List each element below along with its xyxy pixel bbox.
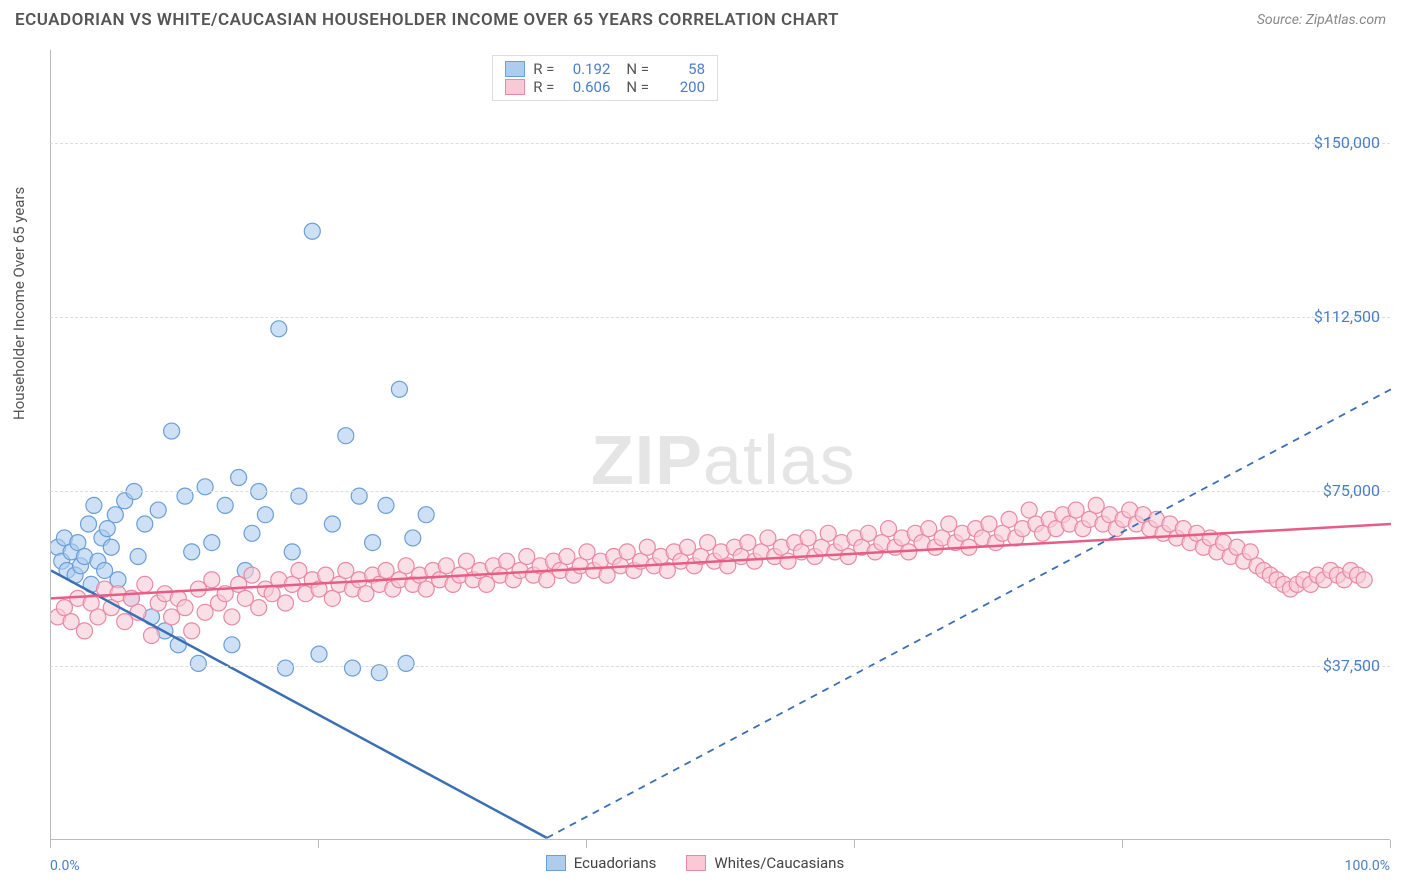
chart-title: ECUADORIAN VS WHITE/CAUCASIAN HOUSEHOLDE…	[15, 10, 839, 30]
chart-container: ZIPatlas $37,500 $75,000 $112,500 $150,000 0…	[50, 50, 1390, 840]
n-label: N =	[626, 78, 649, 96]
header: ECUADORIAN VS WHITE/CAUCASIAN HOUSEHOLDE…	[0, 0, 1406, 38]
legend-swatch	[686, 855, 706, 871]
x-tick	[318, 840, 319, 848]
legend-label: Whites/Caucasians	[714, 854, 844, 872]
correlation-legend: R = 0.192 N = 58 R = 0.606 N = 200	[492, 55, 718, 101]
gridline	[50, 143, 1390, 144]
x-tick-label-max: 100.0%	[1345, 858, 1390, 874]
series-legend: Ecuadorians Whites/Caucasians	[546, 854, 844, 872]
legend-label: Ecuadorians	[574, 854, 657, 872]
n-label: N =	[626, 60, 649, 78]
legend-row: R = 0.606 N = 200	[505, 78, 705, 96]
r-value: 0.192	[562, 60, 610, 78]
n-value: 58	[657, 60, 705, 78]
x-tick	[586, 840, 587, 848]
legend-item: Whites/Caucasians	[686, 854, 844, 872]
y-tick-label: $112,500	[1290, 307, 1380, 326]
gridline	[50, 666, 1390, 667]
legend-swatch	[505, 61, 525, 77]
r-label: R =	[533, 60, 554, 78]
chart-svg	[51, 50, 1391, 840]
y-tick-label: $37,500	[1290, 656, 1380, 675]
r-value: 0.606	[562, 78, 610, 96]
plot-area: ZIPatlas	[50, 50, 1390, 840]
x-tick-label-min: 0.0%	[50, 858, 80, 874]
legend-swatch	[546, 855, 566, 871]
legend-item: Ecuadorians	[546, 854, 657, 872]
x-tick	[854, 840, 855, 848]
y-tick-label: $75,000	[1290, 481, 1380, 500]
r-label: R =	[533, 78, 554, 96]
x-tick	[1390, 840, 1391, 848]
source-label: Source: ZipAtlas.com	[1257, 12, 1386, 28]
x-tick	[50, 840, 51, 848]
y-tick-label: $150,000	[1290, 133, 1380, 152]
legend-swatch	[505, 79, 525, 95]
legend-row: R = 0.192 N = 58	[505, 60, 705, 78]
gridline	[50, 491, 1390, 492]
gridline	[50, 317, 1390, 318]
n-value: 200	[657, 78, 705, 96]
x-tick	[1122, 840, 1123, 848]
y-axis-label: Householder Income Over 65 years	[10, 187, 28, 420]
